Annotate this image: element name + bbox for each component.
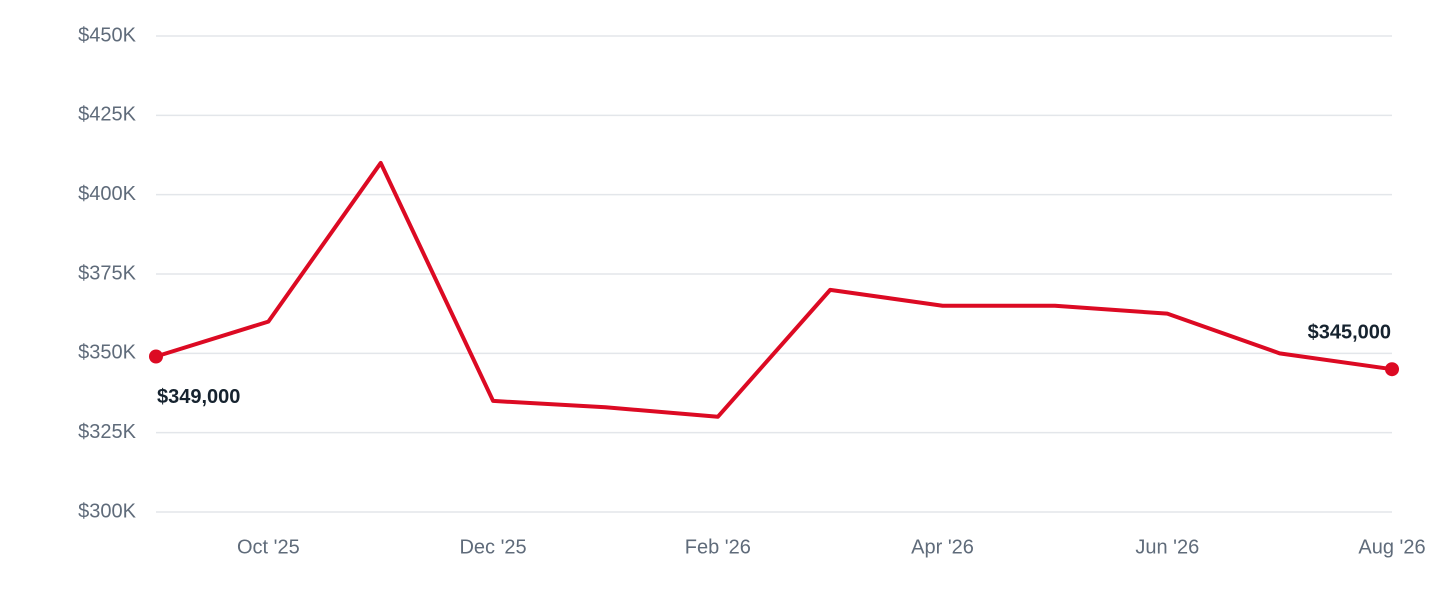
x-tick-label: Feb '26 (685, 536, 751, 558)
value-label: $345,000 (1308, 321, 1391, 343)
y-tick-label: $450K (78, 24, 136, 46)
line (155, 160, 1393, 419)
y-tick-label: $375K (78, 262, 136, 284)
y-tick-label: $300K (78, 500, 136, 522)
x-tick-label: Dec '25 (459, 536, 526, 558)
point (149, 349, 163, 364)
x-tick-label: Oct '25 (237, 536, 300, 558)
x-tick-label: Apr '26 (911, 536, 974, 558)
x-tick-label: Aug '26 (1358, 536, 1425, 558)
x-tick-label: Jun '26 (1135, 536, 1199, 558)
point (1385, 362, 1399, 377)
y-tick-label: $350K (78, 342, 136, 364)
value-label: $349,000 (157, 386, 240, 408)
y-tick-label: $325K (78, 421, 136, 443)
y-tick-label: $425K (78, 104, 136, 126)
y-tick-label: $400K (78, 183, 136, 205)
